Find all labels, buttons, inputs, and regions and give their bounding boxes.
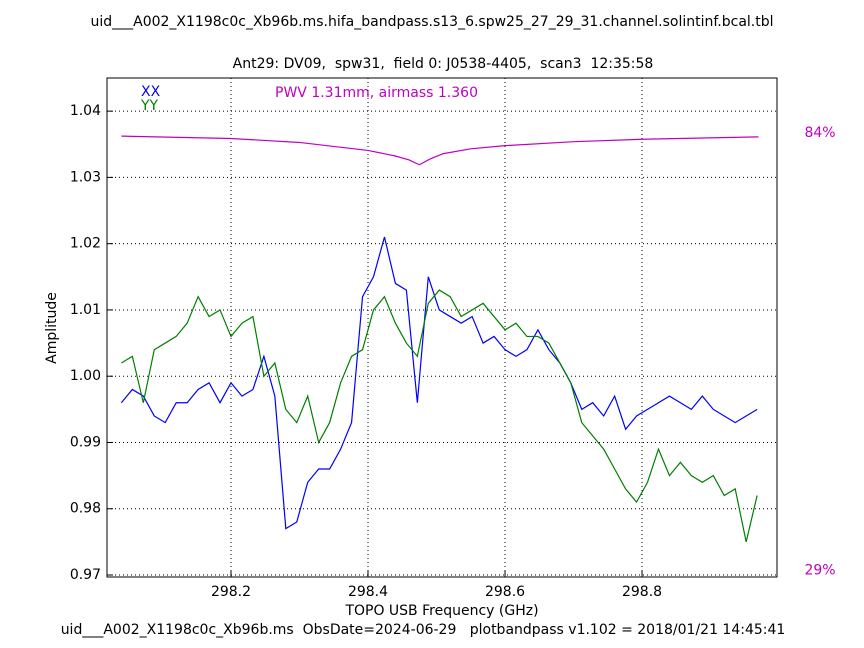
chart-title: uid___A002_X1198c0c_Xb96b.ms.hifa_bandpa…: [90, 14, 773, 30]
y-axis-label: Amplitude: [44, 292, 60, 364]
legend-label: YY: [140, 98, 159, 114]
y-tick-label: 1.00: [70, 368, 101, 384]
y-tick-label: 1.03: [70, 169, 101, 185]
footer: uid___A002_X1198c0c_Xb96b.ms ObsDate=202…: [61, 622, 786, 638]
y-tick-label: 0.98: [70, 501, 101, 517]
y-tick-label: 1.01: [70, 302, 101, 318]
y2-tick-label: 29%: [804, 563, 835, 579]
plot-frame: [106, 77, 778, 578]
legend-label: XX: [141, 84, 161, 100]
x-tick-label: 298.8: [622, 584, 662, 600]
chart-subtitle: Ant29: DV09, spw31, field 0: J0538-4405,…: [233, 56, 654, 72]
y-tick-label: 1.02: [70, 236, 101, 252]
x-axis-label: TOPO USB Frequency (GHz): [344, 603, 538, 619]
x-tick-label: 298.4: [348, 584, 388, 600]
annotation: PWV 1.31mm, airmass 1.360: [275, 85, 478, 101]
series-line: [120, 236, 758, 530]
y2-tick-label: 84%: [804, 125, 835, 141]
y-tick-label: 1.04: [70, 103, 101, 119]
series-line: [121, 289, 758, 543]
y-tick-label: 0.97: [70, 567, 101, 583]
y-tick-label: 0.99: [70, 434, 101, 450]
x-tick-label: 298.6: [485, 584, 525, 600]
series-line: [121, 135, 759, 166]
x-tick-label: 298.2: [211, 584, 251, 600]
